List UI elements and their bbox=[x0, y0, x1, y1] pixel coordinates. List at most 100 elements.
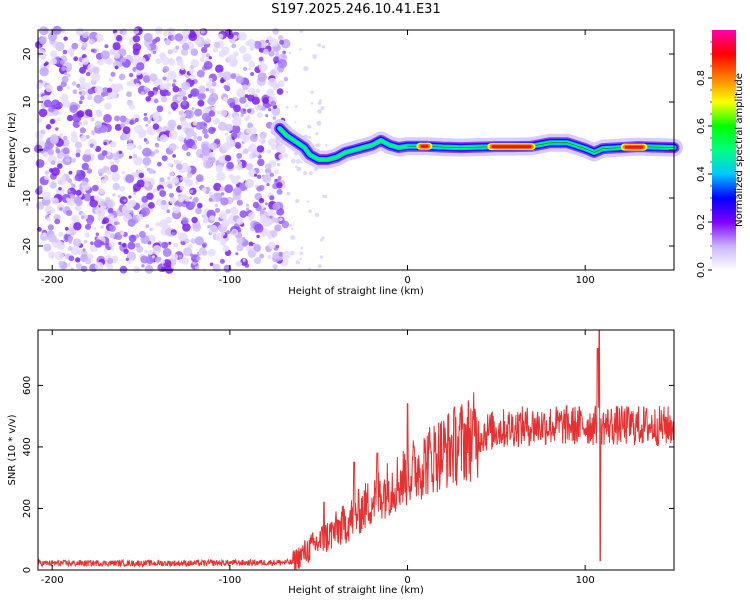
noise-blob bbox=[145, 96, 151, 102]
noise-blob bbox=[217, 71, 224, 78]
noise-blob bbox=[132, 48, 140, 56]
noise-blob bbox=[226, 135, 232, 142]
y-tick-label: 0 bbox=[22, 147, 33, 153]
noise-blob bbox=[214, 203, 218, 208]
noise-blob bbox=[190, 48, 199, 56]
noise-blob bbox=[209, 142, 218, 151]
colorbar-ticks: 0.0 0.2 0.4 0.6 0.8 bbox=[696, 41, 712, 278]
noise-blob bbox=[181, 257, 189, 265]
noise-blob bbox=[255, 151, 260, 156]
noise-blob bbox=[67, 246, 73, 251]
y-tick-label: -20 bbox=[22, 238, 33, 254]
noise-blob bbox=[204, 38, 211, 45]
noise-blob bbox=[176, 96, 182, 102]
noise-blob bbox=[227, 54, 237, 64]
noise-blob bbox=[171, 253, 179, 260]
noise-blob bbox=[217, 33, 224, 39]
noise-blob bbox=[59, 59, 66, 65]
noise-blob bbox=[75, 148, 81, 154]
noise-blob bbox=[164, 137, 169, 141]
noise-blob bbox=[93, 94, 103, 104]
noise-blob bbox=[82, 32, 88, 39]
noise-blob bbox=[137, 145, 143, 151]
noise-blob bbox=[43, 243, 52, 252]
noise-blob bbox=[109, 161, 115, 166]
noise-blob bbox=[316, 120, 322, 126]
noise-blob bbox=[102, 217, 110, 224]
noise-blob bbox=[249, 133, 258, 142]
noise-blob bbox=[259, 253, 265, 259]
noise-blob bbox=[276, 182, 283, 189]
noise-blob bbox=[110, 71, 116, 77]
noise-blob bbox=[253, 244, 262, 252]
noise-blob bbox=[65, 210, 73, 217]
noise-blob bbox=[272, 27, 280, 35]
x-tick-label: -100 bbox=[219, 575, 242, 586]
noise-blob bbox=[43, 232, 47, 236]
noise-blob bbox=[161, 56, 170, 65]
noise-blob bbox=[235, 143, 242, 149]
y-tick-label: 400 bbox=[22, 437, 33, 456]
noise-blob bbox=[182, 128, 186, 132]
noise-blob bbox=[182, 100, 187, 106]
noise-blob bbox=[197, 99, 205, 107]
noise-blob bbox=[153, 98, 159, 104]
noise-blob bbox=[232, 35, 238, 40]
noise-blob bbox=[232, 230, 237, 234]
noise-blob bbox=[85, 258, 92, 265]
noise-blob bbox=[321, 45, 325, 49]
noise-blob bbox=[256, 107, 260, 111]
noise-blob bbox=[254, 257, 262, 265]
noise-blob bbox=[155, 222, 160, 227]
noise-blob bbox=[79, 77, 86, 84]
noise-blob bbox=[274, 224, 282, 232]
noise-blob bbox=[197, 93, 204, 100]
noise-blob bbox=[175, 145, 179, 149]
noise-blob bbox=[147, 53, 152, 58]
spectrogram-y-axis-label: Frequency (Hz) bbox=[7, 112, 18, 188]
noise-blob bbox=[110, 164, 119, 173]
noise-blob bbox=[172, 154, 176, 158]
noise-blob bbox=[267, 241, 276, 250]
noise-blob bbox=[58, 231, 64, 237]
noise-blob bbox=[128, 234, 137, 243]
spectrogram-x-axis-label: Height of straight line (km) bbox=[288, 286, 424, 297]
snr-frame bbox=[37, 329, 675, 571]
y-tick-label: -10 bbox=[22, 190, 33, 206]
noise-blob bbox=[44, 205, 54, 215]
noise-blob bbox=[296, 166, 302, 172]
noise-blob bbox=[191, 254, 200, 263]
noise-blob bbox=[114, 65, 119, 70]
noise-blob bbox=[58, 111, 62, 115]
noise-blob bbox=[219, 186, 225, 192]
noise-blob bbox=[61, 75, 69, 83]
noise-blob bbox=[270, 38, 279, 47]
noise-blob bbox=[279, 39, 285, 45]
noise-blob bbox=[107, 87, 113, 93]
noise-blob bbox=[181, 81, 191, 91]
noise-blob bbox=[57, 163, 63, 169]
noise-blob bbox=[123, 199, 127, 203]
noise-blob bbox=[294, 121, 297, 124]
noise-blob bbox=[129, 120, 135, 125]
noise-blob bbox=[54, 251, 64, 261]
noise-blob bbox=[161, 241, 169, 249]
noise-blob bbox=[226, 161, 234, 170]
noise-blob bbox=[159, 190, 167, 197]
noise-blob bbox=[156, 78, 163, 85]
noise-blob bbox=[209, 151, 215, 158]
noise-blob bbox=[242, 258, 246, 262]
noise-blob bbox=[245, 207, 250, 212]
noise-blob bbox=[40, 129, 46, 135]
noise-blob bbox=[257, 158, 265, 167]
noise-blob bbox=[66, 114, 74, 122]
noise-blob bbox=[262, 174, 272, 183]
noise-blob bbox=[47, 224, 54, 231]
noise-blob bbox=[48, 168, 54, 173]
noise-blob bbox=[242, 108, 246, 112]
noise-blob bbox=[300, 161, 303, 164]
noise-blob bbox=[317, 109, 323, 114]
noise-blob bbox=[66, 86, 70, 90]
noise-blob bbox=[187, 243, 193, 249]
